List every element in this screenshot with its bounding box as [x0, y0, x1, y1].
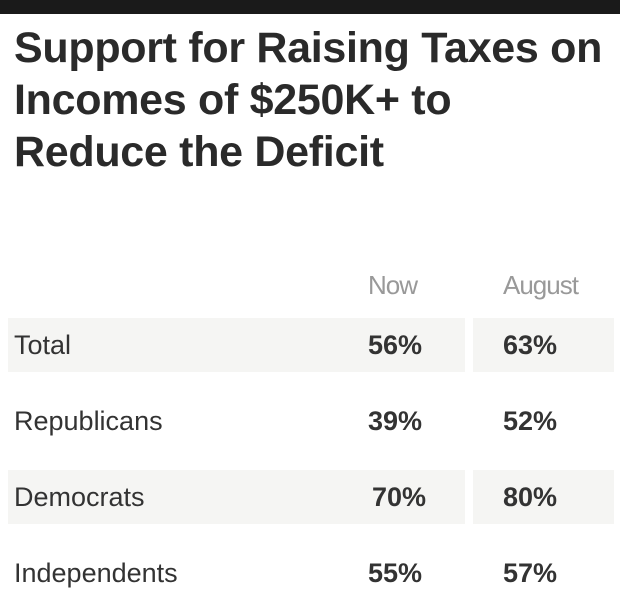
table-row: Republicans 39% 52% [0, 394, 620, 448]
value-now: 56% [368, 330, 423, 360]
row-label: Republicans [14, 406, 163, 436]
value-august: 63% [503, 330, 558, 360]
value-now: 39% [368, 406, 423, 436]
value-august: 52% [503, 406, 558, 436]
row-label: Democrats [14, 482, 145, 512]
table-row: Democrats 70% 80% [0, 470, 620, 524]
value-now: 55% [368, 558, 423, 588]
row-label: Independents [14, 558, 178, 588]
value-august: 57% [503, 558, 558, 588]
row-label: Total [14, 330, 72, 360]
row-shade [473, 318, 614, 372]
row-shade [8, 318, 465, 372]
row-shade [8, 470, 465, 524]
row-shade [473, 470, 614, 524]
value-august: 80% [503, 482, 558, 512]
top-bar [0, 0, 620, 14]
table-row: Independents 55% 57% [0, 546, 620, 600]
chart-title: Support for Raising Taxes on Incomes of … [14, 24, 603, 176]
table-row: Total 56% 63% [0, 318, 620, 372]
value-now: 70% [372, 482, 427, 512]
column-header-august: August [503, 270, 579, 300]
column-header-now: Now [368, 270, 418, 300]
